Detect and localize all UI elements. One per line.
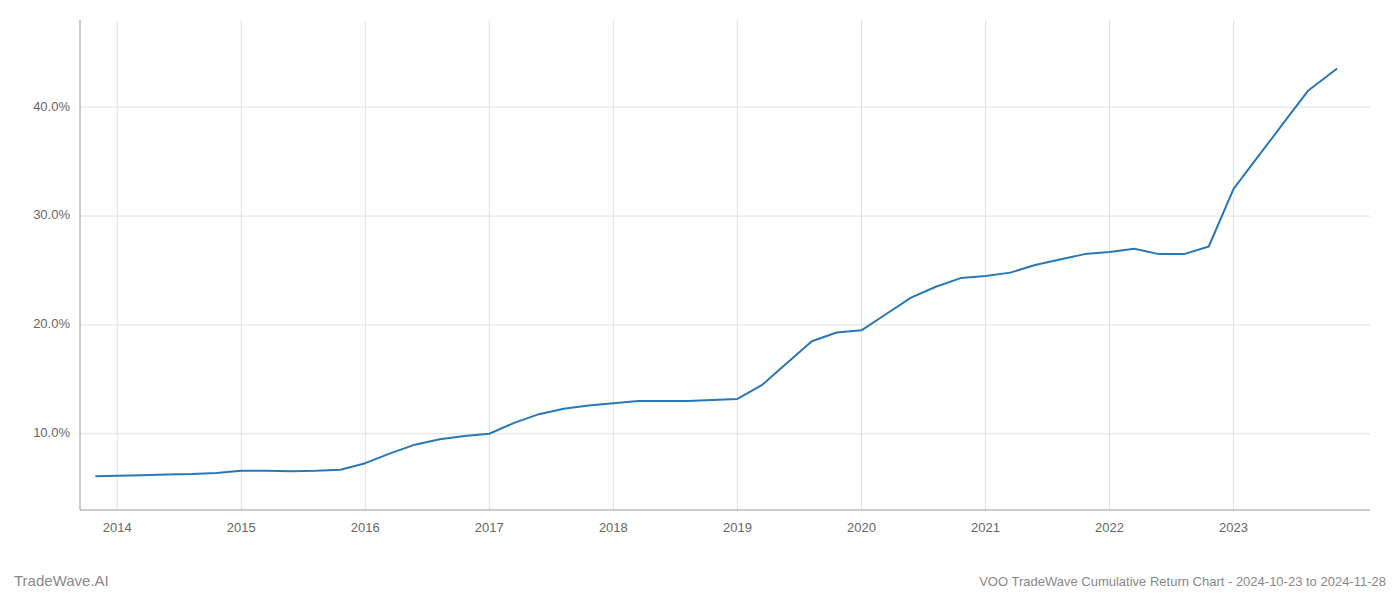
x-tick-label: 2018 [599,520,628,535]
x-tick-label: 2022 [1095,520,1124,535]
x-tick-label: 2023 [1219,520,1248,535]
x-grid-line [241,20,242,510]
x-grid-line [117,20,118,510]
x-tick-label: 2016 [351,520,380,535]
grid [80,20,1370,510]
y-grid-line [80,216,1370,217]
y-tick-label: 10.0% [33,425,70,440]
x-grid-line [613,20,614,510]
x-grid-line [985,20,986,510]
y-axis-line [80,20,81,510]
x-tick-label: 2017 [475,520,504,535]
y-grid-line [80,324,1370,325]
y-grid-line [80,107,1370,108]
x-tick-label: 2020 [847,520,876,535]
x-axis-line [80,510,1370,511]
line [96,69,1336,476]
x-grid-line [489,20,490,510]
y-tick-label: 30.0% [33,207,70,222]
x-tick-label: 2014 [103,520,132,535]
x-tick-label: 2015 [227,520,256,535]
x-grid-line [365,20,366,510]
y-tick-label: 20.0% [33,316,70,331]
x-tick-label: 2021 [971,520,1000,535]
background [0,0,1400,600]
watermark: TradeWave.AI [14,572,109,589]
plot-area [96,69,1336,476]
y-tick-label: 40.0% [33,99,70,114]
x-grid-line [737,20,738,510]
chart: 10.0% 20.0% 30.0% 40.0% 2014 2015 2016 2017 2018… [0,0,1400,600]
x-grid-line [1233,20,1234,510]
x-grid-line [1109,20,1110,510]
y-grid-line [80,433,1370,434]
title: VOO TradeWave Cumulative Return Chart - … [979,574,1386,589]
x-tick-label: 2019 [723,520,752,535]
x-grid-line [861,20,862,510]
tick-labels: 10.0% 20.0% 30.0% 40.0% 2014 2015 2016 2017 2018… [33,99,1248,535]
